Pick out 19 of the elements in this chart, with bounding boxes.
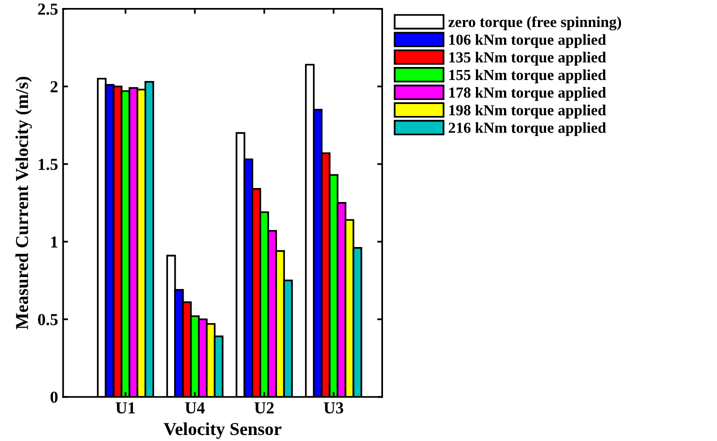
legend-label: 178 kNm torque applied (449, 86, 606, 101)
legend-label: 216 kNm torque applied (448, 122, 606, 136)
y-tick-label: 1 (51, 236, 58, 248)
x-axis-title: Velocity Sensor (164, 422, 282, 439)
y-tick-label: 0 (50, 392, 58, 403)
x-tick-label: U3 (324, 402, 344, 414)
x-tick-label: U2 (254, 402, 274, 414)
legend-label: 198 kNm torque applied (449, 104, 606, 118)
y-axis-title: Measured Current Velocity (m/s) (15, 76, 32, 330)
x-tick-label: U1 (116, 402, 135, 414)
legend-label: 155 kNm torque applied (449, 69, 606, 84)
legend-label: zero torque (free spinning) (448, 16, 622, 30)
x-tick-label: U4 (185, 402, 205, 414)
legend-label: 135 kNm torque applied (449, 52, 606, 66)
legend-label: 106 kNm torque applied (449, 34, 606, 48)
y-tick-label: 2.5 (38, 4, 58, 15)
y-tick-label: 1.5 (38, 158, 58, 170)
y-tick-label: 0.5 (38, 314, 58, 326)
y-tick-label: 2 (50, 81, 58, 92)
